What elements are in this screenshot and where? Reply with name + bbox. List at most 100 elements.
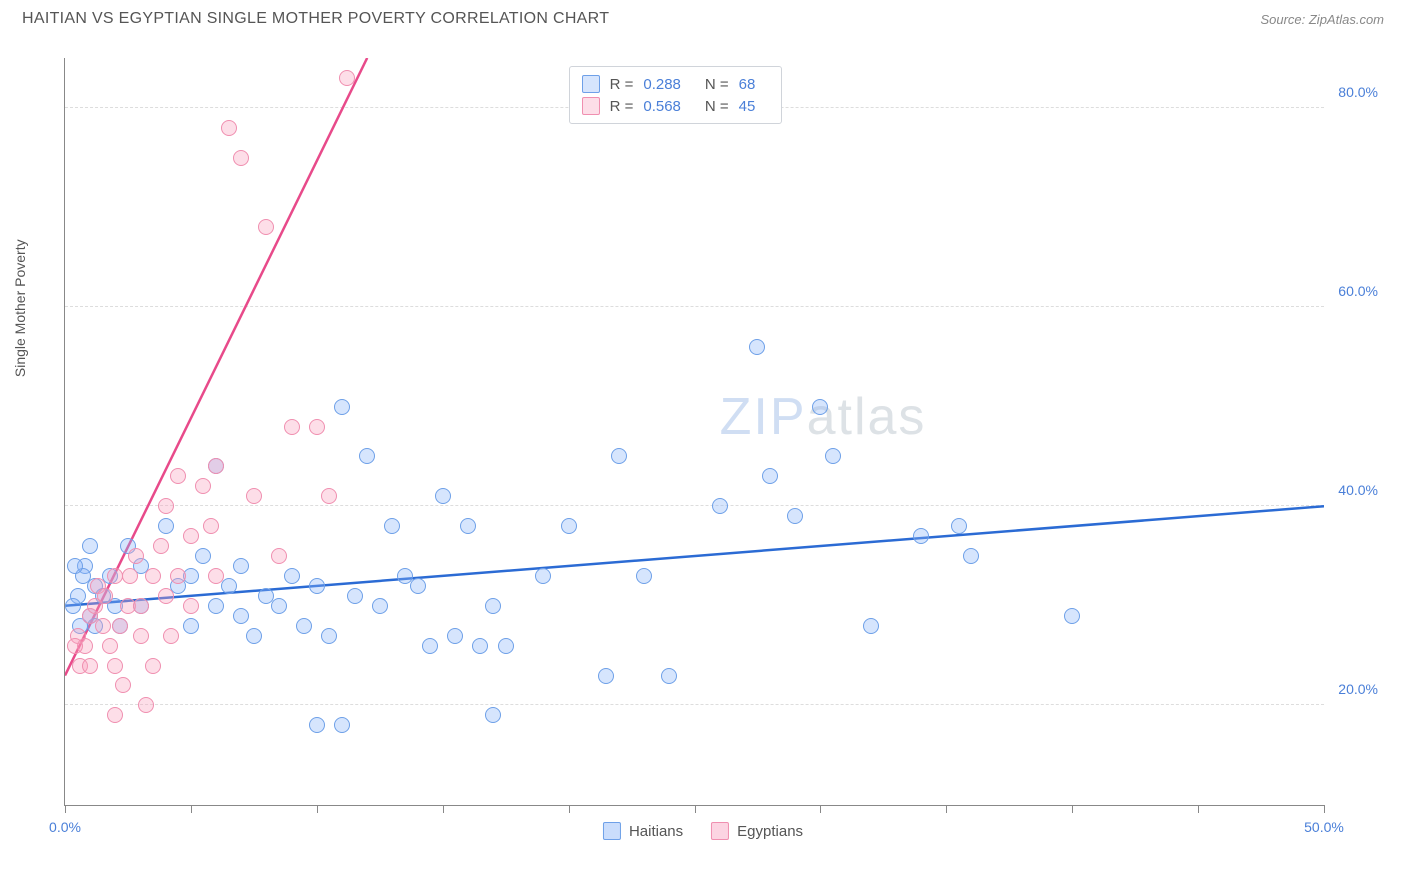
chart-title: HAITIAN VS EGYPTIAN SINGLE MOTHER POVERT… bbox=[22, 10, 609, 28]
data-point bbox=[112, 618, 128, 634]
data-point bbox=[163, 628, 179, 644]
data-point bbox=[195, 478, 211, 494]
data-point bbox=[339, 70, 355, 86]
data-point bbox=[258, 219, 274, 235]
data-point bbox=[65, 598, 81, 614]
data-point bbox=[460, 518, 476, 534]
data-point bbox=[67, 558, 83, 574]
x-tick bbox=[317, 805, 318, 813]
data-point bbox=[221, 120, 237, 136]
data-point bbox=[372, 598, 388, 614]
x-tick bbox=[1198, 805, 1199, 813]
chart-container: Single Mother Poverty R =0.288N =68R =0.… bbox=[22, 44, 1384, 848]
series-legend: Haitians Egyptians bbox=[603, 822, 803, 840]
data-point bbox=[246, 488, 262, 504]
data-point bbox=[485, 707, 501, 723]
data-point bbox=[535, 568, 551, 584]
data-point bbox=[812, 399, 828, 415]
data-point bbox=[170, 568, 186, 584]
data-point bbox=[183, 528, 199, 544]
data-point bbox=[122, 568, 138, 584]
data-point bbox=[334, 399, 350, 415]
data-point bbox=[145, 568, 161, 584]
y-tick-label: 20.0% bbox=[1338, 681, 1378, 697]
data-point bbox=[384, 518, 400, 534]
data-point bbox=[221, 578, 237, 594]
gridline bbox=[65, 306, 1324, 307]
legend-swatch bbox=[582, 75, 600, 93]
data-point bbox=[233, 608, 249, 624]
data-point bbox=[1064, 608, 1080, 624]
data-point bbox=[183, 618, 199, 634]
data-point bbox=[347, 588, 363, 604]
data-point bbox=[233, 558, 249, 574]
n-value: 68 bbox=[739, 76, 756, 93]
y-tick-label: 80.0% bbox=[1338, 84, 1378, 100]
data-point bbox=[284, 419, 300, 435]
data-point bbox=[636, 568, 652, 584]
r-label: R = bbox=[610, 98, 634, 115]
x-tick bbox=[443, 805, 444, 813]
data-point bbox=[422, 638, 438, 654]
data-point bbox=[825, 448, 841, 464]
data-point bbox=[309, 717, 325, 733]
stats-row: R =0.288N =68 bbox=[582, 73, 770, 95]
x-tick-label: 50.0% bbox=[1304, 819, 1344, 835]
data-point bbox=[133, 598, 149, 614]
y-tick-label: 60.0% bbox=[1338, 283, 1378, 299]
data-point bbox=[107, 568, 123, 584]
data-point bbox=[102, 638, 118, 654]
watermark: ZIPatlas bbox=[720, 387, 927, 447]
data-point bbox=[208, 568, 224, 584]
data-point bbox=[485, 598, 501, 614]
data-point bbox=[762, 468, 778, 484]
data-point bbox=[138, 697, 154, 713]
x-tick bbox=[569, 805, 570, 813]
data-point bbox=[153, 538, 169, 554]
data-point bbox=[913, 528, 929, 544]
data-point bbox=[863, 618, 879, 634]
data-point bbox=[435, 488, 451, 504]
stats-row: R =0.568N =45 bbox=[582, 95, 770, 117]
data-point bbox=[296, 618, 312, 634]
data-point bbox=[334, 717, 350, 733]
gridline bbox=[65, 704, 1324, 705]
n-label: N = bbox=[705, 98, 729, 115]
y-axis-label: Single Mother Poverty bbox=[12, 239, 28, 377]
data-point bbox=[95, 618, 111, 634]
legend-label: Haitians bbox=[629, 823, 683, 840]
data-point bbox=[133, 628, 149, 644]
plot-area: R =0.288N =68R =0.568N =45 ZIPatlas 20.0… bbox=[64, 58, 1324, 806]
data-point bbox=[359, 448, 375, 464]
data-point bbox=[963, 548, 979, 564]
data-point bbox=[309, 578, 325, 594]
data-point bbox=[233, 150, 249, 166]
x-tick bbox=[65, 805, 66, 813]
data-point bbox=[195, 548, 211, 564]
x-tick bbox=[1324, 805, 1325, 813]
gridline bbox=[65, 505, 1324, 506]
data-point bbox=[208, 458, 224, 474]
x-tick bbox=[946, 805, 947, 813]
source-label: Source: ZipAtlas.com bbox=[1260, 12, 1384, 27]
x-tick bbox=[191, 805, 192, 813]
x-tick-label: 0.0% bbox=[49, 819, 81, 835]
data-point bbox=[561, 518, 577, 534]
data-point bbox=[158, 588, 174, 604]
data-point bbox=[97, 588, 113, 604]
data-point bbox=[284, 568, 300, 584]
legend-swatch bbox=[582, 97, 600, 115]
trend-lines bbox=[65, 58, 1324, 805]
data-point bbox=[203, 518, 219, 534]
data-point bbox=[158, 498, 174, 514]
x-tick bbox=[695, 805, 696, 813]
data-point bbox=[271, 598, 287, 614]
data-point bbox=[183, 598, 199, 614]
data-point bbox=[128, 548, 144, 564]
data-point bbox=[246, 628, 262, 644]
data-point bbox=[447, 628, 463, 644]
data-point bbox=[951, 518, 967, 534]
legend-label: Egyptians bbox=[737, 823, 803, 840]
data-point bbox=[498, 638, 514, 654]
data-point bbox=[158, 518, 174, 534]
